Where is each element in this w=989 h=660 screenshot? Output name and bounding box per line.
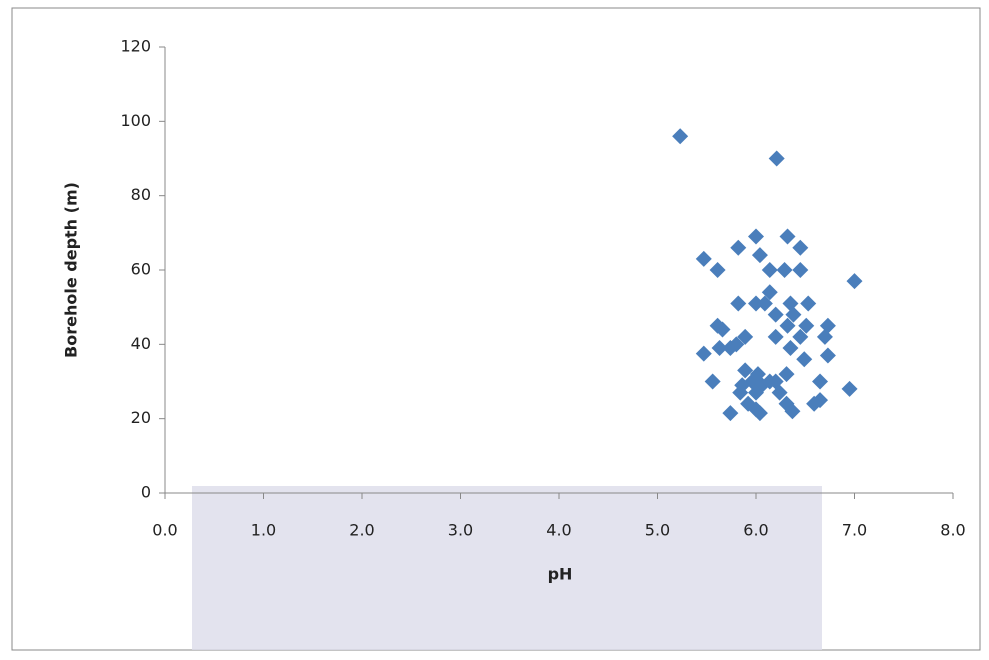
x-tick-label: 5.0 [645,521,670,540]
x-tick-label: 8.0 [940,521,965,540]
x-tick-label: 1.0 [251,521,276,540]
y-tick-label: 20 [131,408,151,427]
y-axis-label: Borehole depth (m) [62,182,81,358]
y-tick-label: 60 [131,260,151,279]
y-tick-label: 40 [131,334,151,353]
x-axis-label: pH [548,565,573,584]
watermark [192,486,822,650]
chart: pH Borehole depth (m) 0 20 40 60 80 100 120 0.0… [0,0,989,656]
x-tick-label: 2.0 [349,521,374,540]
x-tick-label: 4.0 [546,521,571,540]
y-tick-label: 80 [131,185,151,204]
x-tick-label: 0.0 [152,521,177,540]
x-tick-label: 7.0 [842,521,867,540]
y-tick-label: 100 [120,111,151,130]
x-tick-label: 3.0 [448,521,473,540]
x-tick-label: 6.0 [743,521,768,540]
y-tick-label: 120 [120,37,151,56]
y-tick-label: 0 [141,483,151,502]
